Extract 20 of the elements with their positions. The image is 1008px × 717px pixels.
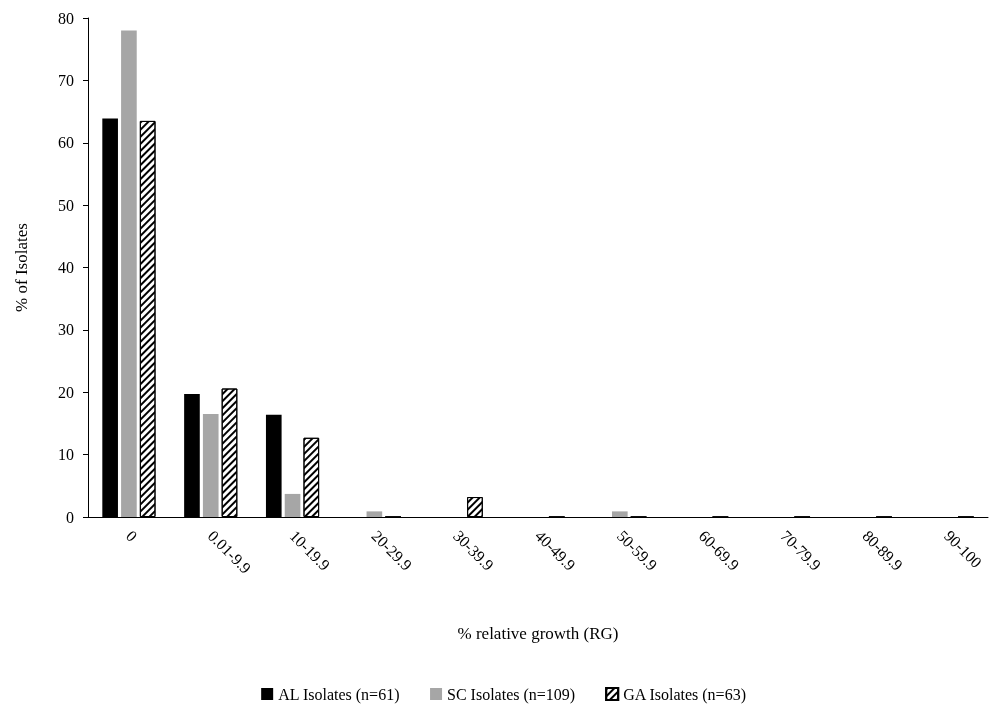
bar [612,511,628,517]
legend-label: GA Isolates (n=63) [623,685,746,704]
y-tick-label: 10 [58,446,74,464]
x-axis-title: % relative growth (RG) [457,624,619,643]
bar [121,30,137,517]
y-tick-label: 60 [58,134,74,152]
x-tick-label: 0 [122,526,141,545]
bar [366,511,383,517]
bar [202,414,219,517]
legend-label: SC Isolates (n=109) [447,685,576,704]
bar [284,493,301,517]
y-tick-label: 20 [58,383,74,401]
y-tick-label: 30 [58,321,74,339]
legend-label: AL Isolates (n=61) [278,685,400,704]
y-tick-label: 0 [66,508,74,526]
y-tick-label: 50 [58,196,74,214]
y-tick-label: 70 [58,71,74,89]
y-tick-label: 40 [58,259,74,276]
y-tick-label: 80 [58,9,74,27]
y-axis-title: % of Isolates [12,223,31,312]
